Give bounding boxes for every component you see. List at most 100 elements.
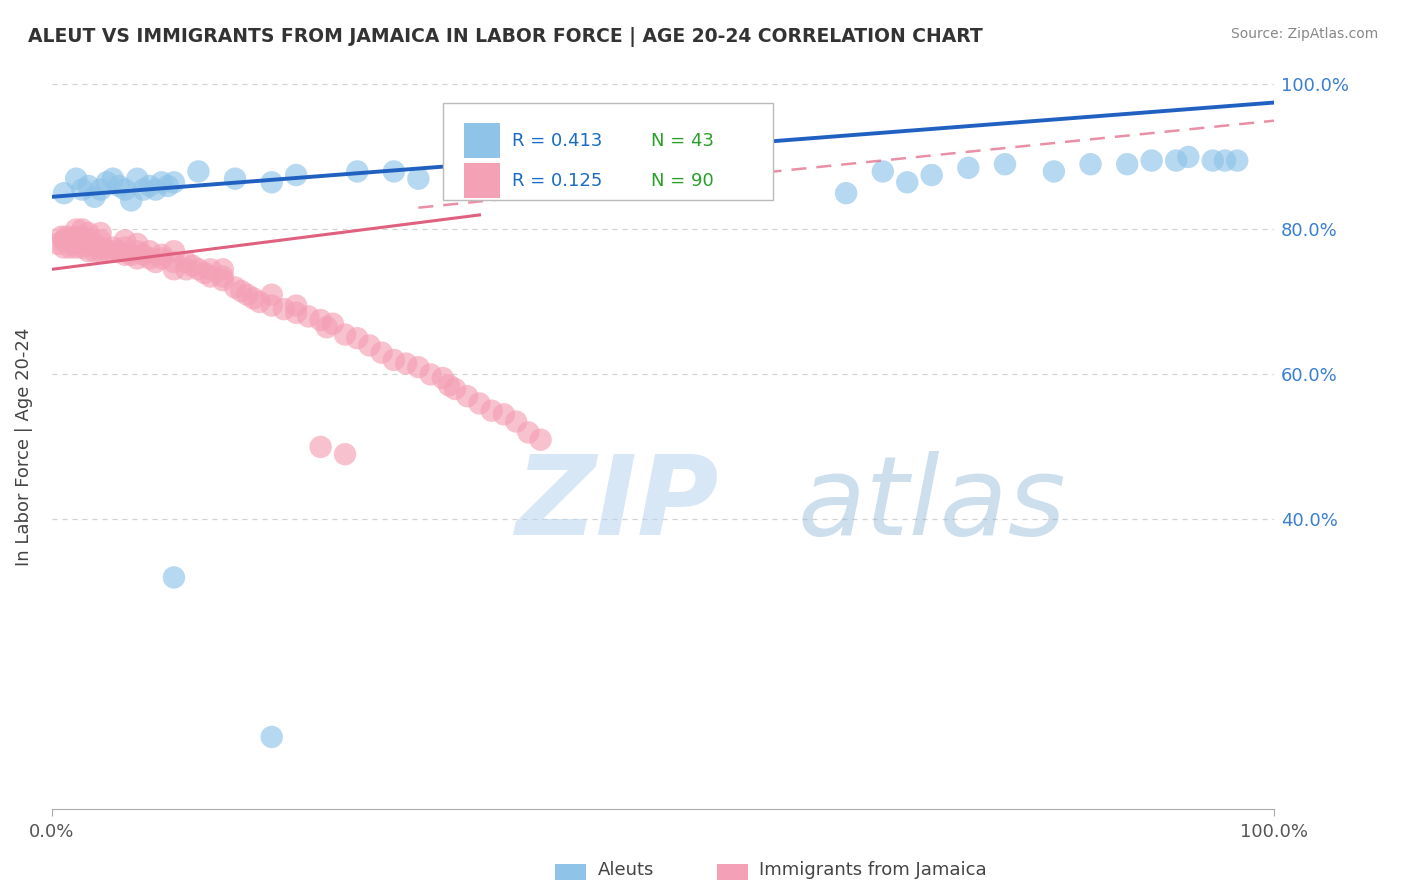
Point xyxy=(59,241,82,255)
Point xyxy=(127,236,149,251)
Point xyxy=(211,269,233,284)
Point xyxy=(83,190,105,204)
Point xyxy=(1080,157,1102,171)
Point xyxy=(231,284,253,298)
Point xyxy=(138,178,160,193)
Point xyxy=(72,241,94,255)
Point xyxy=(72,222,94,236)
Point xyxy=(114,233,136,247)
Point xyxy=(127,252,149,266)
Bar xyxy=(464,123,501,158)
Point xyxy=(322,317,344,331)
Point xyxy=(187,262,209,277)
Point xyxy=(127,244,149,259)
Point xyxy=(52,233,75,247)
Point xyxy=(114,241,136,255)
Point xyxy=(52,186,75,201)
Point xyxy=(346,164,368,178)
Point xyxy=(419,368,441,382)
Point xyxy=(444,382,467,396)
Point xyxy=(1177,150,1199,164)
Point xyxy=(193,266,215,280)
Text: R = 0.125: R = 0.125 xyxy=(513,171,603,189)
Text: Aleuts: Aleuts xyxy=(598,861,654,879)
Point xyxy=(156,178,179,193)
Point xyxy=(72,183,94,197)
Text: ZIP: ZIP xyxy=(516,451,720,558)
Point xyxy=(120,248,142,262)
Point xyxy=(309,440,332,454)
Point xyxy=(315,320,337,334)
Point xyxy=(51,229,73,244)
Point xyxy=(150,252,173,266)
Point xyxy=(72,233,94,247)
Point xyxy=(211,262,233,277)
Point xyxy=(181,259,204,273)
Point xyxy=(994,157,1017,171)
Point xyxy=(163,262,186,277)
Point xyxy=(65,229,87,244)
Point xyxy=(382,353,405,368)
Point xyxy=(921,168,943,182)
Point xyxy=(359,338,381,352)
Point xyxy=(90,233,112,247)
Point xyxy=(174,255,197,269)
Point xyxy=(163,175,186,189)
Point xyxy=(132,248,155,262)
Point xyxy=(101,171,124,186)
Point xyxy=(65,171,87,186)
Point xyxy=(46,236,69,251)
Text: Immigrants from Jamaica: Immigrants from Jamaica xyxy=(759,861,987,879)
Point xyxy=(505,415,527,429)
Point xyxy=(224,171,246,186)
Point xyxy=(150,248,173,262)
Point xyxy=(52,241,75,255)
Point xyxy=(285,306,308,320)
Point xyxy=(96,175,118,189)
Point xyxy=(77,244,100,259)
Point xyxy=(127,171,149,186)
Point xyxy=(101,244,124,259)
Point xyxy=(83,236,105,251)
Point xyxy=(872,164,894,178)
Point xyxy=(59,233,82,247)
Point xyxy=(408,171,430,186)
Point xyxy=(249,294,271,309)
Point xyxy=(432,371,454,385)
Point xyxy=(101,241,124,255)
Point xyxy=(72,229,94,244)
Point xyxy=(83,244,105,259)
Point xyxy=(242,291,264,305)
Point xyxy=(163,570,186,584)
Point xyxy=(224,280,246,294)
Point xyxy=(456,389,478,403)
Point xyxy=(96,244,118,259)
Point xyxy=(55,229,77,244)
Point xyxy=(138,252,160,266)
Point xyxy=(273,302,295,317)
Point xyxy=(395,357,418,371)
Point xyxy=(468,396,491,410)
Point xyxy=(1164,153,1187,168)
Point xyxy=(138,244,160,259)
Point xyxy=(260,287,283,301)
Text: atlas: atlas xyxy=(797,451,1066,558)
Point xyxy=(200,262,222,277)
Point xyxy=(77,226,100,240)
Point xyxy=(260,730,283,744)
Point xyxy=(1202,153,1225,168)
Point xyxy=(90,241,112,255)
Point xyxy=(468,168,491,182)
Point xyxy=(517,425,540,440)
Point xyxy=(114,248,136,262)
Text: ALEUT VS IMMIGRANTS FROM JAMAICA IN LABOR FORCE | AGE 20-24 CORRELATION CHART: ALEUT VS IMMIGRANTS FROM JAMAICA IN LABO… xyxy=(28,27,983,46)
Point xyxy=(370,345,392,359)
Text: Source: ZipAtlas.com: Source: ZipAtlas.com xyxy=(1230,27,1378,41)
Point xyxy=(835,186,858,201)
Point xyxy=(120,194,142,208)
Point xyxy=(108,244,131,259)
Point xyxy=(896,175,918,189)
Text: R = 0.413: R = 0.413 xyxy=(513,132,603,150)
Point xyxy=(309,313,332,327)
Point xyxy=(260,175,283,189)
